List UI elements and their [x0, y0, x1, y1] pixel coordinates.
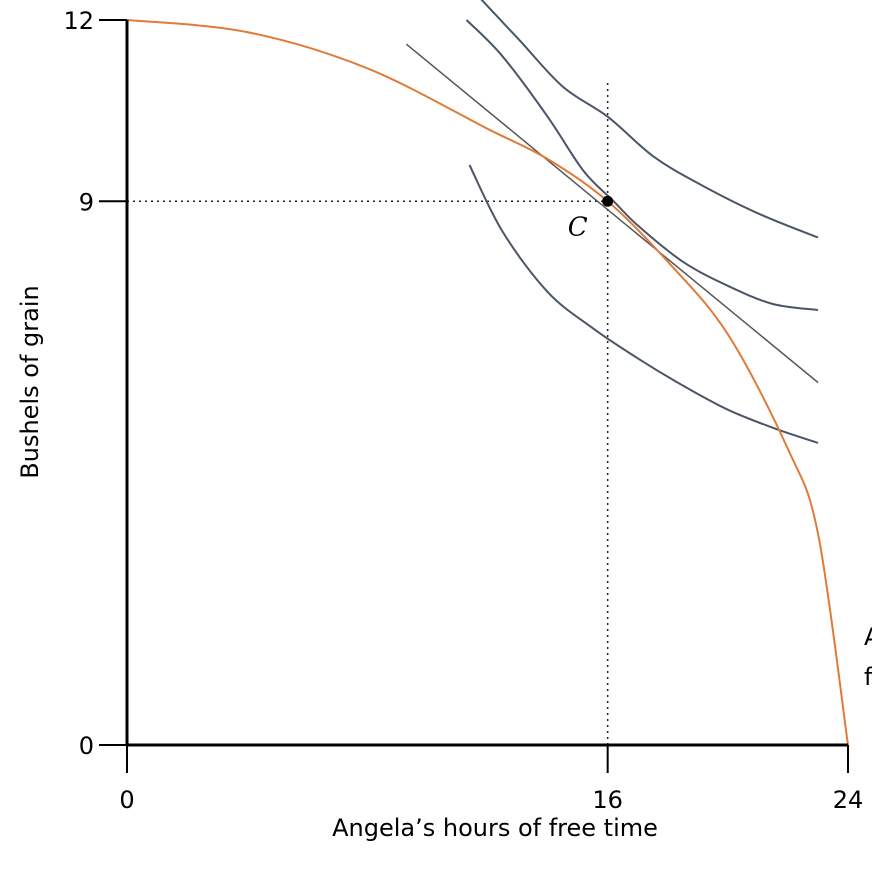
- axes: [99, 19, 849, 773]
- tangent-line-group: [405, 43, 819, 384]
- x-tick-label-0: 0: [119, 786, 134, 814]
- guide-lines: [127, 80, 609, 745]
- x-tick-label-16: 16: [592, 786, 623, 814]
- point-c-marker: [602, 195, 614, 207]
- y-tick-label-9: 9: [79, 188, 94, 216]
- point-group: [602, 195, 614, 207]
- y-axis-title: Bushels of grain: [16, 285, 44, 478]
- indifference-curve-3: [468, 164, 819, 444]
- indifference-curve-2: [465, 19, 819, 311]
- y-tick-label-12: 12: [63, 7, 94, 35]
- x-axis-title: Angela’s hours of free time: [332, 814, 658, 842]
- indifference-curves: [465, 0, 819, 444]
- frontier-label-line-2: f: [864, 663, 872, 691]
- x-tick-label-24: 24: [833, 786, 864, 814]
- tangent-line: [405, 43, 819, 384]
- y-tick-label-0: 0: [79, 732, 94, 760]
- frontier-curve: [126, 19, 849, 746]
- frontier-label-line-1: A: [864, 623, 872, 651]
- labels: 0 16 24 0 9 12 Angela’s hours of free time Bush…: [16, 7, 872, 842]
- indifference-curve-1: [480, 0, 819, 239]
- point-c-label: C: [568, 212, 588, 242]
- frontier-group: [126, 19, 849, 746]
